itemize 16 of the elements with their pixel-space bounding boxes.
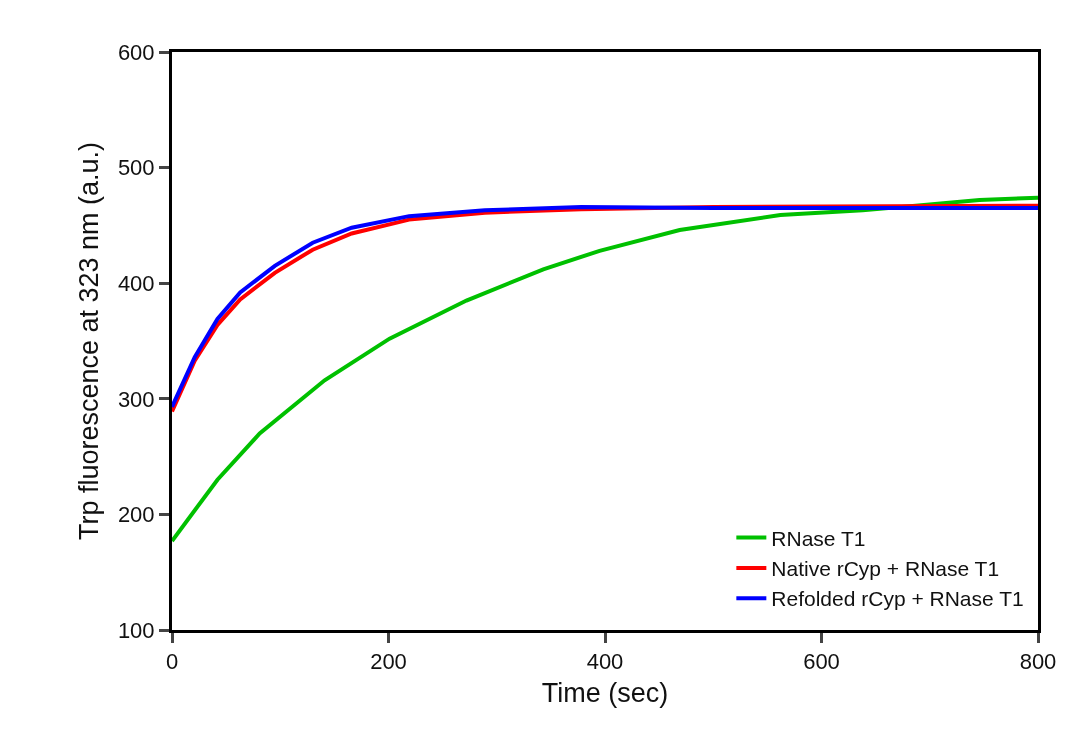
x-tick-label: 0 xyxy=(165,649,179,675)
x-axis-title: Time (sec) xyxy=(541,677,669,708)
y-tick-label: 600 xyxy=(117,39,155,65)
y-axis-title: Trp fluorescence at 323 nm (a.u.) xyxy=(73,141,104,541)
legend-label: Refolded rCyp + RNase T1 xyxy=(771,587,1024,611)
legend-label: RNase T1 xyxy=(771,526,866,550)
x-tick-label: 800 xyxy=(1019,649,1057,675)
y-tick-label: 200 xyxy=(117,502,155,528)
legend-label: Native rCyp + RNase T1 xyxy=(771,557,1000,581)
y-tick-label: 400 xyxy=(117,270,155,296)
y-tick-label: 300 xyxy=(117,386,155,412)
x-tick-label: 600 xyxy=(803,649,840,675)
x-tick-label: 200 xyxy=(370,649,407,675)
y-tick-label: 100 xyxy=(117,617,155,643)
x-tick-label: 400 xyxy=(586,649,624,675)
y-tick-label: 500 xyxy=(117,155,155,181)
